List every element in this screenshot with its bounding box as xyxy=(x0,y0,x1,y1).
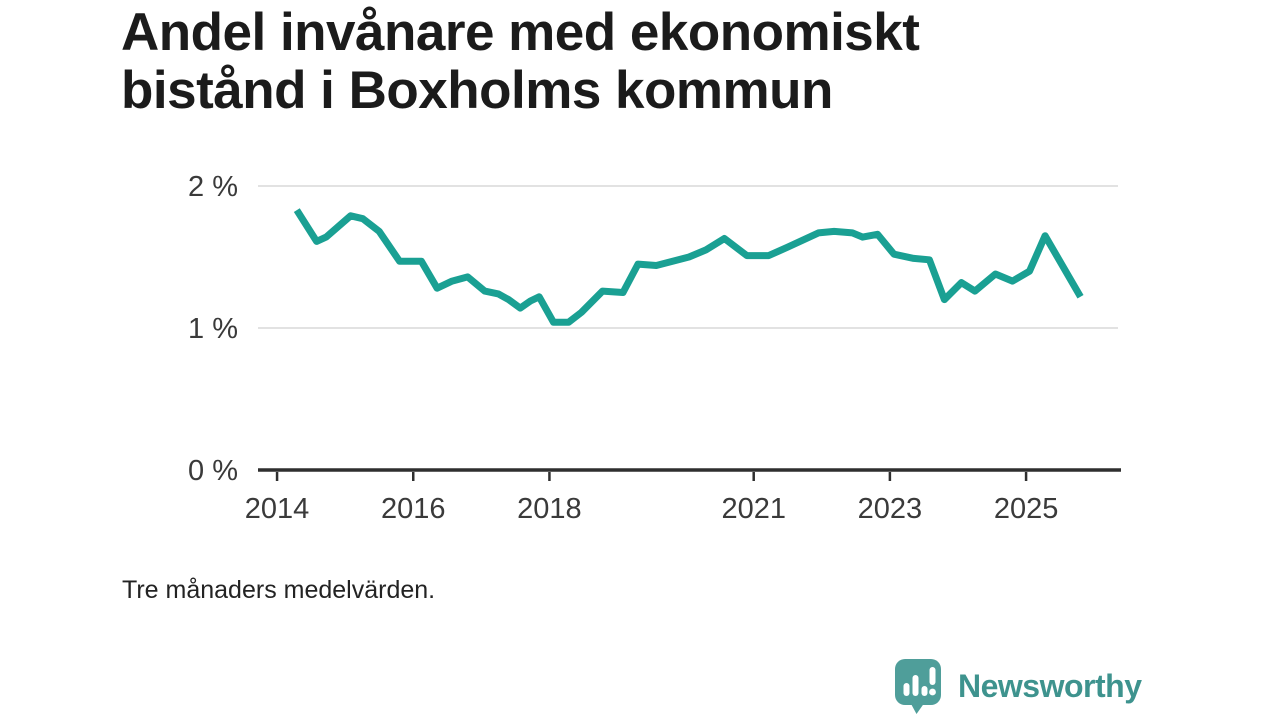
bar-chart-speech-bubble-icon xyxy=(894,658,944,719)
chart-title-line2: bistånd i Boxholms kommun xyxy=(121,61,833,120)
y-tick-label: 2 % xyxy=(188,171,238,203)
x-tick-label: 2016 xyxy=(381,493,446,525)
x-tick-label: 2021 xyxy=(721,493,786,525)
x-tick-label: 2014 xyxy=(245,493,310,525)
chart-title-line1: Andel invånare med ekonomiskt xyxy=(121,3,920,62)
y-tick-label: 0 % xyxy=(188,455,238,487)
x-tick-label: 2018 xyxy=(517,493,582,525)
newsworthy-logo: Newsworthy xyxy=(894,658,1142,719)
chart-footnote: Tre månaders medelvärden. xyxy=(122,576,436,604)
x-tick-label: 2025 xyxy=(994,493,1059,525)
newsworthy-logo-text: Newsworthy xyxy=(958,668,1142,704)
data-line-series xyxy=(293,208,1084,326)
chart-title: Andel invånare med ekonomiskt bistånd i … xyxy=(121,3,920,120)
y-tick-label: 1 % xyxy=(188,313,238,345)
x-tick-label: 2023 xyxy=(858,493,923,525)
